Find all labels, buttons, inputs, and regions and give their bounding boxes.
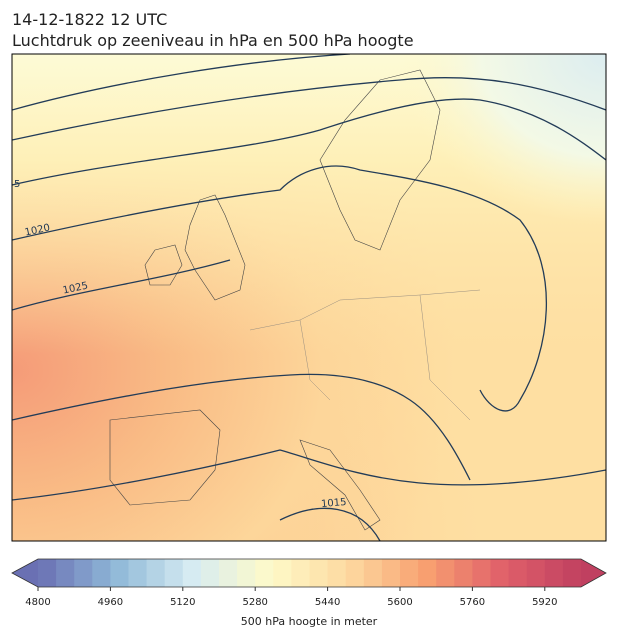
colorbar-step (309, 559, 329, 587)
colorbar-step (490, 559, 510, 587)
map-frame (11, 53, 607, 542)
colorbar-step (508, 559, 528, 587)
colorbar-label: 500 hPa hoogte in meter (241, 615, 378, 628)
colorbar-step (255, 559, 274, 587)
colorbar-step (544, 559, 564, 587)
colorbar-step (273, 559, 292, 587)
contour-label: 1015 (321, 497, 347, 510)
colorbar-step (92, 559, 111, 587)
colorbar-step (200, 559, 220, 587)
colorbar-tick-label: 5440 (315, 597, 340, 608)
colorbar-step (526, 559, 546, 587)
colorbar-step (56, 559, 75, 587)
colorbar-step (472, 559, 491, 587)
contour-label: 1025 (62, 281, 89, 297)
colorbar-tick-label: 4800 (25, 597, 50, 608)
contour-label: 1020 (24, 223, 51, 239)
colorbar-tick-label: 5280 (242, 597, 267, 608)
date-title: 14-12-1822 12 UTC (12, 10, 167, 29)
colorbar-step (110, 559, 129, 587)
colorbar-step (128, 559, 148, 587)
colorbar-step (436, 559, 455, 587)
colorbar-tick-label: 4960 (98, 597, 123, 608)
colorbar-step (454, 559, 473, 587)
colorbar-step (363, 559, 383, 587)
colorbar-step (182, 559, 202, 587)
colorbar-step (146, 559, 166, 587)
map-title: Luchtdruk op zeeniveau in hPa en 500 hPa… (12, 31, 414, 50)
colorbar-tick-label: 5120 (170, 597, 195, 608)
colorbar-step (38, 559, 57, 587)
colorbar-tick-label: 5760 (460, 597, 485, 608)
colorbar-extend-high (581, 559, 606, 587)
contour-label: 5 (14, 179, 20, 190)
colorbar: 4800 4960 5120 5280 5440 5600 5760 5920 (11, 558, 607, 608)
colorbar-step (418, 559, 437, 587)
colorbar-step (219, 559, 238, 587)
colorbar-step (291, 559, 310, 587)
colorbar-step (400, 559, 419, 587)
colorbar-step (381, 559, 401, 587)
colorbar-tick-label: 5600 (387, 597, 412, 608)
colorbar-tick-label: 5920 (532, 597, 557, 608)
colorbar-step (164, 559, 184, 587)
colorbar-extend-low (12, 559, 38, 587)
colorbar-step (74, 559, 93, 587)
colorbar-step (562, 559, 582, 587)
map (12, 54, 606, 541)
colorbar-step (345, 559, 365, 587)
colorbar-step (327, 559, 347, 587)
colorbar-step (237, 559, 256, 587)
